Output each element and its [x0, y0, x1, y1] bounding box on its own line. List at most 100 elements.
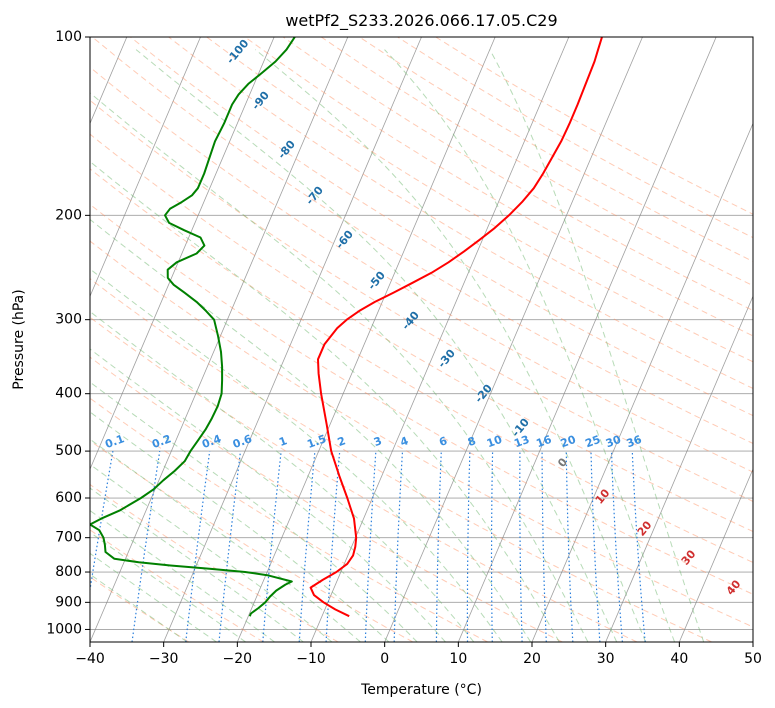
y-axis-label: Pressure (hPa) [11, 289, 27, 389]
mixing-ratio-label: 2 [336, 434, 348, 449]
mixing-ratio-line [218, 451, 242, 642]
moist-adiabat [90, 552, 217, 642]
mixing-ratio-line [435, 451, 442, 642]
x-tick-label: −40 [75, 651, 105, 667]
moist-adiabat-label: 30 [679, 547, 699, 567]
mixing-ratio-label: 4 [399, 434, 411, 449]
x-tick-label: 20 [523, 651, 541, 667]
moist-adiabat [90, 438, 361, 642]
y-tick-label: 200 [55, 207, 82, 223]
isotherm-0 [384, 37, 643, 642]
dry-adiabat-label: -40 [399, 309, 422, 333]
mixing-ratio-line [364, 451, 377, 642]
mixing-ratio-line [590, 451, 601, 642]
mixing-ratio-line [466, 451, 471, 642]
moist-adiabat [384, 49, 676, 642]
moist-adiabat [90, 160, 560, 642]
dry-adiabat [244, 37, 753, 337]
x-tick-label: 40 [670, 651, 688, 667]
y-tick-label: 800 [55, 564, 82, 580]
mixing-ratio-lines [90, 450, 646, 642]
x-tick-label: 0 [380, 651, 389, 667]
mixing-ratio-line [262, 451, 282, 642]
moist-adiabat-label: 10 [593, 486, 613, 506]
dry-adiabat-label: -90 [249, 89, 272, 113]
isotherm--20 [236, 37, 496, 642]
dry-adiabats [90, 37, 753, 642]
mixing-ratio-label: 3 [372, 434, 384, 449]
mixing-ratio-line [610, 451, 623, 642]
x-tick-label: 50 [744, 651, 762, 667]
mixing-ratio-label: 0.2 [150, 432, 173, 451]
x-tick-label: −10 [296, 651, 326, 667]
mixing-ratio-line [631, 451, 646, 642]
plot-frame [89, 36, 754, 643]
y-tick-label: 1000 [46, 621, 82, 637]
y-tick-label: 300 [55, 312, 82, 328]
dry-adiabat [90, 397, 488, 642]
y-tick-label: 500 [55, 443, 82, 459]
dry-adiabat-label: -100 [224, 37, 252, 67]
mixing-ratio-label: 36 [625, 433, 644, 451]
temperature-profile [309, 37, 603, 618]
dry-adiabat [90, 278, 712, 642]
mixing-ratio-label: 30 [604, 433, 623, 451]
y-tick-label: 600 [55, 490, 82, 506]
x-tick-label: 30 [597, 651, 615, 667]
dry-adiabat [90, 440, 414, 642]
dry-adiabat [91, 37, 753, 445]
mixing-ratio-label: 25 [583, 433, 602, 450]
dry-adiabat [90, 576, 190, 642]
chart-title: wetPf2_S233.2026.066.17.05.C29 [285, 11, 557, 31]
dry-adiabat [168, 37, 753, 389]
dewpoint-profile [90, 37, 296, 617]
y-tick-label: 400 [55, 386, 82, 402]
moist-adiabat [90, 573, 188, 642]
moist-adiabat [489, 49, 705, 642]
mixing-ratio-line [185, 451, 211, 642]
dry-adiabat [130, 37, 753, 417]
dry-adiabat-label: -80 [275, 138, 298, 162]
mixing-ratio-label: 6 [437, 434, 449, 449]
x-axis-label: Temperature (°C) [360, 682, 482, 698]
moist-adiabat [90, 411, 390, 642]
mixing-ratio-line [519, 451, 523, 642]
x-tick-label: 10 [449, 651, 467, 667]
dry-adiabat-label: -60 [333, 228, 356, 252]
dry-adiabat-label: -70 [303, 184, 326, 208]
dry-adiabat [90, 316, 638, 642]
dry-adiabat-label: -30 [435, 347, 458, 371]
moist-adiabat [254, 49, 647, 642]
mixing-ratio-label: 0.1 [103, 432, 126, 451]
x-tick-label: −30 [149, 651, 179, 667]
moist-adiabat [135, 49, 618, 642]
isotherm--30 [163, 37, 422, 642]
mixing-ratio-label: 16 [534, 433, 553, 451]
moist-adiabat [90, 268, 503, 642]
mixing-ratio-line [298, 451, 316, 642]
mixing-ratio-label: 20 [559, 433, 578, 451]
dry-adiabat [90, 356, 563, 642]
y-tick-label: 700 [55, 530, 82, 546]
isotherm--10 [310, 37, 570, 642]
moist-adiabats [90, 49, 705, 642]
dry-adiabat [90, 483, 339, 642]
mixing-ratio-line [565, 451, 574, 642]
dry-adiabat [90, 99, 753, 502]
x-axis-ticks: −40 −30 −20 −10 0 10 20 30 40 50 [75, 642, 762, 667]
moist-adiabat-label: 40 [724, 577, 744, 597]
plot-area: -100-90-80-70-60-50-40-30-20-10010203040… [90, 37, 753, 642]
dry-adiabat [90, 240, 753, 628]
isobar-grid [90, 37, 753, 630]
mixing-ratio-label: 0.4 [200, 432, 223, 451]
isotherm-30 [605, 295, 753, 642]
moist-adiabat-label: 20 [635, 518, 655, 538]
dry-adiabat [435, 37, 753, 215]
y-tick-label: 900 [55, 594, 82, 610]
dry-adiabat [90, 133, 753, 533]
dry-adiabat [90, 529, 264, 642]
isotherm-20 [531, 122, 753, 642]
mixing-ratio-line [90, 450, 114, 594]
isotherm-40 [678, 468, 753, 642]
